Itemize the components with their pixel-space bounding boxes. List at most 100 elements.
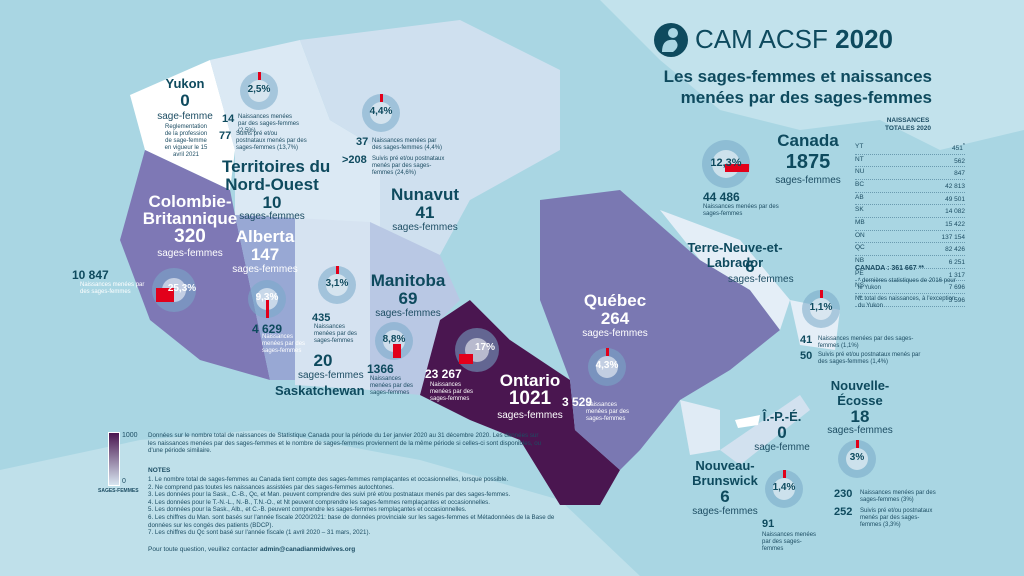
table-row-code: QC	[855, 244, 865, 252]
sask-midwives: 20	[313, 351, 333, 370]
contact-email-link[interactable]: admin@canadianmidwives.org	[260, 546, 356, 553]
nunavut-births: 37	[356, 136, 369, 148]
nb-midwives: 6	[720, 487, 730, 506]
nl-unit: sages-femmes	[728, 274, 794, 285]
region-pei	[735, 415, 760, 428]
table-row: BC 42 813	[855, 180, 965, 193]
bc-name: Colombie- Britannique	[142, 192, 238, 228]
table-row-code: NL	[855, 294, 864, 302]
nunavut-name: Nunavut	[391, 185, 459, 204]
table-row-code: ON	[855, 231, 865, 239]
canada-births: 44 486	[703, 190, 740, 204]
nb-name: Nouveau- Brunswick	[692, 458, 758, 488]
canada-name: Canada	[777, 131, 839, 150]
table-row-code: AB	[855, 193, 864, 201]
table-row: AB 49 501	[855, 193, 965, 206]
quebec-births-label: Naissances menées par des sages-femmes	[586, 402, 630, 422]
bc-births: 10 847	[72, 268, 109, 282]
region-bc	[120, 150, 270, 380]
greenland	[600, 0, 1024, 150]
quebec-midwives: 264	[600, 309, 630, 328]
table-total: CANADA : 361 667 **	[855, 265, 925, 272]
logo-icon	[653, 22, 689, 58]
ns-unit: sages-femmes	[827, 425, 893, 436]
nwt-prenatal-label: Suivis pré et/ou postnataux menés par de…	[236, 131, 307, 151]
notes-list: 1. Le nombre total de sages-femmes au Ca…	[148, 476, 568, 537]
nl-births-label: Naissances menées par des sages-femmes (…	[818, 336, 914, 349]
notes-contact: Pour toute question, veuillez contacter …	[148, 546, 356, 553]
nl-prenatal: 50	[800, 350, 813, 362]
table-row-value: 15 422	[945, 221, 965, 229]
table-row-value: 14 082	[945, 208, 965, 216]
ns-prenatal: 252	[834, 506, 853, 518]
table-row-code: NS	[855, 282, 865, 290]
nunavut-births-label: Naissances menées par des sages-femmes (…	[372, 138, 443, 151]
table-row: YT 451*	[855, 142, 965, 155]
table-row: QC 82 426	[855, 243, 965, 256]
logo-text: CAM ACSF 2020	[695, 24, 893, 54]
manitoba-births-label: Naissances menées par des sages-femmes	[370, 376, 414, 396]
table-title: NAISSANCES TOTALES 2020	[885, 117, 931, 132]
table-row-code: MB	[855, 218, 865, 226]
table-row: MB 15 422	[855, 218, 965, 231]
ns-name: Nouvelle- Écosse	[830, 378, 890, 408]
notes-intro: Données sur le nombre total de naissance…	[148, 432, 542, 455]
table-row: NL 3 596	[855, 294, 965, 307]
alberta-unit: sages-femmes	[232, 264, 298, 275]
sask-donut: 3,1%	[318, 266, 356, 304]
table-footnote-2: ** total des naissances, à l'exception d…	[858, 296, 956, 309]
region-ns	[720, 395, 810, 465]
sask-name: Saskatchewan	[275, 383, 365, 398]
bc-unit: sages-femmes	[157, 248, 223, 259]
ns-births: 230	[834, 488, 853, 500]
sask-births: 435	[312, 312, 331, 324]
nl-midwives: 6	[745, 257, 755, 276]
nl-prenatal-label: Suivis pré et/ou postnataux menés par de…	[818, 352, 921, 365]
region-nb	[680, 400, 720, 455]
ontario-midwives: 1021	[508, 388, 552, 409]
ns-donut: 3%	[838, 440, 876, 478]
note-item: 1. Le nombre total de sages-femmes au Ca…	[148, 476, 509, 483]
legend-min: 0	[122, 478, 126, 485]
table-row-value: 137 154	[941, 233, 966, 241]
table-row-value: 49 501	[945, 195, 965, 203]
ns-midwives: 18	[850, 407, 870, 426]
table-row-value: 451*	[952, 143, 965, 153]
alberta-midwives: 147	[250, 245, 280, 264]
quebec-unit: sages-femmes	[582, 328, 648, 339]
alberta-name: Alberta	[235, 227, 295, 246]
table-row-value: 847	[954, 170, 965, 178]
table-row: NT 562	[855, 155, 965, 168]
nwt-midwives: 10	[262, 193, 282, 212]
nunavut-prenatal: >208	[342, 154, 367, 166]
note-item: 5. Les données pour la Sask., Alb., et C…	[148, 506, 467, 514]
bc-midwives: 320	[174, 226, 206, 247]
quebec-name: Québec	[583, 291, 647, 310]
table-row-code: YT	[855, 143, 864, 150]
manitoba-donut: 8,8%	[375, 322, 413, 360]
manitoba-births: 1366	[367, 362, 394, 376]
table-row-value: 1 317	[948, 271, 965, 279]
region-yukon	[130, 60, 235, 190]
canada-donut: 12,3%	[702, 140, 750, 188]
region-nunavut	[300, 20, 560, 255]
table-row-code: NB	[855, 256, 865, 264]
table-row-code: SK	[855, 206, 864, 214]
legend-label: SAGES-FEMMES	[98, 488, 139, 494]
alberta-births-label: Naissances menées par des sages-femmes	[262, 334, 306, 354]
table-row: NB 6 251	[855, 256, 965, 269]
page-title: Les sages-femmes et naissances menées pa…	[663, 67, 932, 107]
nl-name: Terre-Neuve-et- Labrador	[687, 240, 783, 270]
nwt-births: 14	[222, 113, 235, 125]
ontario-name: Ontario	[499, 371, 561, 390]
bc-births-label: Naissances menées par des sages-femmes	[80, 282, 145, 295]
canada-births-label: Naissances menées par des sages-femmes	[703, 204, 779, 217]
canada-unit: sages-femmes	[775, 175, 841, 186]
quebec-births: 3 529	[562, 395, 593, 409]
nb-donut: 1,4%	[765, 470, 803, 508]
table-row-code: PE	[855, 269, 864, 277]
nunavut-unit: sages-femmes	[392, 222, 458, 233]
table-row-value: 562	[954, 157, 965, 165]
bc-donut: 25,3%	[152, 268, 196, 312]
